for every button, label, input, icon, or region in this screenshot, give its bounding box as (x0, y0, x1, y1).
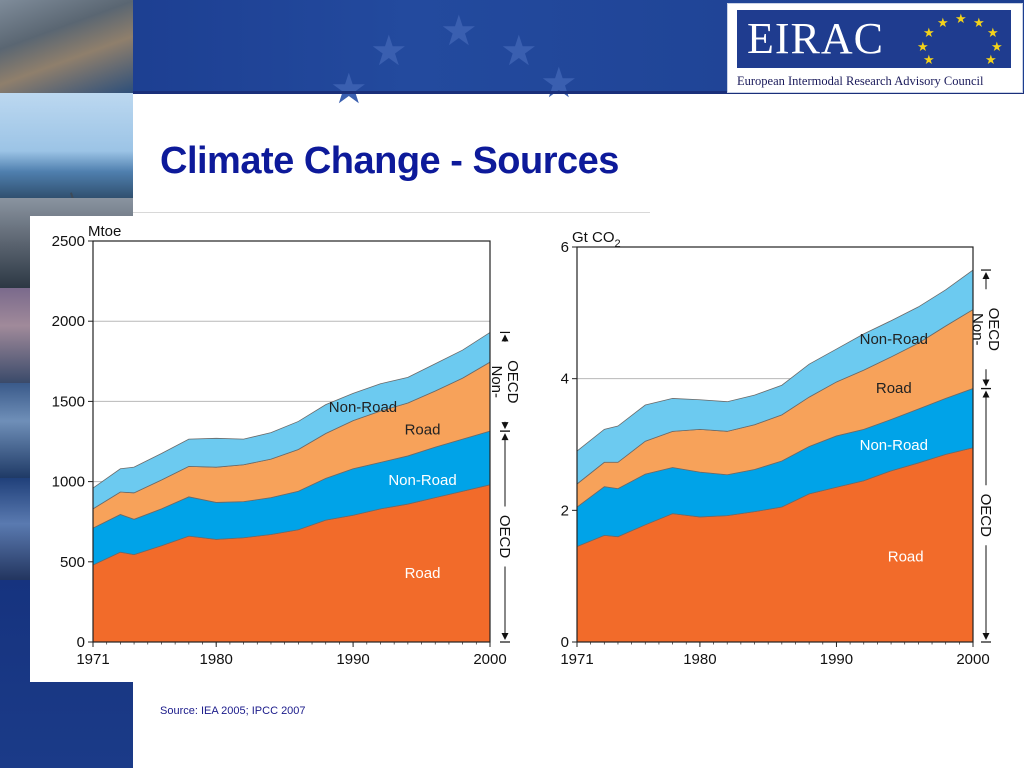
y-tick-label: 0 (561, 634, 569, 651)
non-oecd-bracket-label: Non- (969, 313, 986, 346)
chart-co2-gt: 0 2 4 6 1971 1980 1990 2000 Gt CO2 Road Non-Road Ro… (560, 229, 1002, 668)
area-label: Road (405, 565, 441, 582)
non-oecd-bracket-arrow (982, 379, 990, 387)
port-photo (0, 0, 133, 93)
unit-label: Gt CO2 (572, 229, 621, 250)
non-oecd-bracket-label-group: Non- OECD (488, 360, 521, 404)
plot-frame (92, 240, 491, 643)
logo-name: EIRAC (747, 14, 884, 63)
area-label: Non-Road (860, 331, 928, 348)
area-label: Non-Road (860, 437, 928, 454)
area-label: Road (876, 380, 912, 397)
oecd-bracket-label-group: OECD (496, 515, 513, 559)
x-tick-label: 2000 (956, 651, 989, 668)
crane-photo (0, 93, 133, 198)
x-tick-label: 1980 (683, 651, 716, 668)
y-tick-label: 500 (60, 554, 85, 571)
unit-subscript: 2 (615, 238, 621, 250)
header-rule (133, 91, 1024, 94)
x-tick-label: 1980 (200, 651, 233, 668)
x-tick-label: 2000 (473, 651, 506, 668)
area-label: Road (405, 421, 441, 438)
logo-subtitle: European Intermodal Research Advisory Co… (737, 74, 984, 88)
eu-stars-icon: ★ ★ ★ ★ ★ ★ ★ ★ ★ (917, 11, 1003, 67)
y-tick-label: 2500 (52, 233, 85, 250)
non-oecd-bracket-arrow (501, 334, 509, 342)
x-tick-label: 1971 (560, 651, 593, 668)
slide-title: Climate Change - Sources (160, 140, 619, 182)
area-label: Non-Road (329, 399, 397, 416)
oecd-bracket-label-group: OECD (977, 494, 994, 538)
star-decoration: ★ (540, 59, 578, 106)
chart-panel-co2: 0 2 4 6 1971 1980 1990 2000 Gt CO2 Road Non-Road Ro… (540, 216, 1024, 682)
non-oecd-bracket-label: OECD (504, 360, 521, 404)
oecd-bracket-arrow (501, 633, 509, 640)
source-note: Source: IEA 2005; IPCC 2007 (160, 705, 306, 717)
non-oecd-bracket-label-group: Non- OECD (969, 308, 1002, 352)
eirac-logo: EIRAC ★ ★ ★ ★ ★ ★ ★ ★ ★ European Intermo… (727, 3, 1023, 93)
y-tick-label: 2000 (52, 313, 85, 330)
star-decoration: ★ (370, 27, 408, 74)
x-tick-label: 1990 (336, 651, 369, 668)
y-tick-label: 6 (561, 239, 569, 256)
title-rule (133, 212, 650, 213)
y-tick-label: 0 (77, 634, 85, 651)
non-oecd-bracket-arrow (501, 422, 509, 430)
y-tick-label: 2 (561, 502, 569, 519)
unit-label: Mtoe (88, 223, 121, 240)
chart-energy-mtoe: 0 500 1000 1500 2000 2500 1971 1980 1990 2000 Mtoe… (52, 223, 521, 668)
oecd-bracket-arrow (982, 633, 990, 640)
oecd-bracket-arrow (982, 390, 990, 398)
plot-frame (576, 246, 974, 643)
star-decoration: ★ (330, 65, 368, 112)
area-label: Road (888, 548, 924, 565)
x-tick-label: 1990 (820, 651, 853, 668)
y-tick-label: 1500 (52, 393, 85, 410)
area-label: Non-Road (388, 472, 456, 489)
oecd-bracket-label: OECD (977, 494, 994, 538)
oecd-bracket-arrow (501, 433, 509, 441)
non-oecd-bracket-arrow (982, 272, 990, 280)
y-tick-label: 1000 (52, 474, 85, 491)
x-tick-label: 1971 (76, 651, 109, 668)
y-tick-label: 4 (561, 371, 569, 388)
star-decoration: ★ (440, 7, 478, 54)
oecd-bracket-label: OECD (496, 515, 513, 559)
chart-panel-energy: 0 500 1000 1500 2000 2500 1971 1980 1990 2000 Mtoe… (30, 216, 540, 682)
logo-banner: EIRAC ★ ★ ★ ★ ★ ★ ★ ★ ★ (737, 10, 1011, 68)
star-decoration: ★ (500, 27, 538, 74)
non-oecd-bracket-label: Non- (488, 365, 505, 398)
non-oecd-bracket-label: OECD (985, 308, 1002, 352)
